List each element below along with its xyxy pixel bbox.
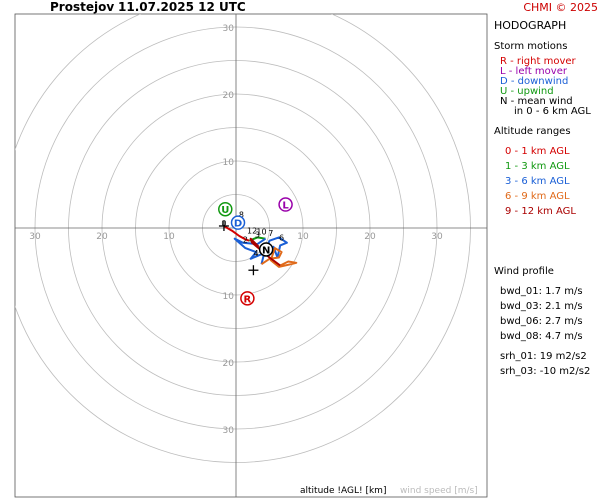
storm-motions-title: Storm motions <box>494 41 568 52</box>
tick-label: 20 <box>364 232 376 242</box>
storm-motion-item: R - right mover <box>500 56 576 67</box>
panel-title: HODOGRAPH <box>494 19 567 32</box>
altitude-range-item: 1 - 3 km AGL <box>505 161 570 172</box>
altitude-label: 0 <box>221 219 226 228</box>
tick-label: 10 <box>163 232 175 242</box>
altitude-range-item: 9 - 12 km AGL <box>505 206 576 217</box>
wind-profile-item: bwd_06: 2.7 m/s <box>500 316 583 327</box>
storm-motion-item: L - left mover <box>500 66 567 77</box>
altitude-ranges-title: Altitude ranges <box>494 126 571 137</box>
storm-motion-item: N - mean wind <box>500 96 573 107</box>
tick-label: 20 <box>223 359 235 369</box>
hodograph-segment <box>249 237 281 267</box>
storm-motion-letter: L <box>282 201 289 212</box>
copyright-label: CHMI © 2025 <box>523 1 598 14</box>
storm-motion-item: U - upwind <box>500 86 554 97</box>
tick-label: 10 <box>223 292 235 302</box>
storm-motion-letter: N <box>262 245 270 256</box>
hodograph-segment <box>223 225 250 242</box>
hodograph-segment <box>260 247 298 268</box>
altitude-label: 10 <box>256 228 266 237</box>
storm-motion-letter: R <box>244 294 252 305</box>
tick-label: 30 <box>431 232 443 242</box>
storm-motion-letter: U <box>221 205 229 216</box>
storm-motion-item: in 0 - 6 km AGL <box>514 106 591 117</box>
altitude-label: 4 <box>254 249 259 258</box>
tick-label: 30 <box>223 24 235 34</box>
altitude-label: 2 <box>243 236 248 245</box>
plot-frame <box>14 13 488 498</box>
altitude-label: 7 <box>268 229 273 238</box>
storm-motion-marker <box>258 242 274 257</box>
datetime-label: 11.07.2025 12 UTC <box>118 0 246 14</box>
storm-motion-marker <box>278 197 293 212</box>
storm-motion-item: D - downwind <box>500 76 569 87</box>
tick-label: 10 <box>223 158 235 168</box>
altitude-label: 12 <box>247 226 257 235</box>
altitude-label: 6 <box>279 234 284 243</box>
altitude-range-item: 6 - 9 km AGL <box>505 191 570 202</box>
altitude-axis-label: altitude !AGL! [km] <box>300 486 387 496</box>
wind-profile-item: srh_03: -10 m2/s2 <box>500 366 591 377</box>
station-name: Prostejov <box>50 0 115 14</box>
storm-motion-marker <box>230 215 246 230</box>
wind-profile-title: Wind profile <box>494 266 554 277</box>
tick-label: 30 <box>29 232 41 242</box>
altitude-label: 3 <box>255 230 260 239</box>
storm-motion-letter: D <box>234 219 242 230</box>
storm-motion-marker <box>218 201 233 217</box>
tick-label: 30 <box>223 426 235 436</box>
altitude-range-item: 0 - 1 km AGL <box>505 146 570 157</box>
wind-speed-axis-label: wind speed [m/s] <box>400 486 478 496</box>
altitude-label: 8 <box>239 210 244 219</box>
tick-label: 20 <box>96 232 108 242</box>
altitude-range-item: 3 - 6 km AGL <box>505 176 570 187</box>
wind-profile-item: bwd_08: 4.7 m/s <box>500 331 583 342</box>
wind-profile-item: bwd_03: 2.1 m/s <box>500 301 583 312</box>
wind-profile-item: srh_01: 19 m2/s2 <box>500 351 587 362</box>
storm-motion-marker <box>240 291 255 306</box>
tick-label: 20 <box>223 91 235 101</box>
wind-profile-item: bwd_01: 1.7 m/s <box>500 286 583 297</box>
tick-label: 10 <box>297 232 309 242</box>
